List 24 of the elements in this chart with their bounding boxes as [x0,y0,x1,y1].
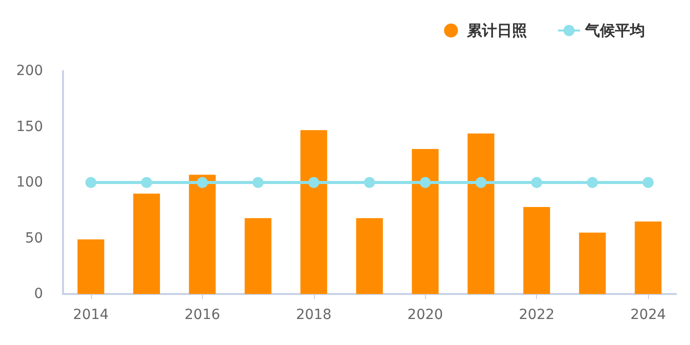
bar [133,194,160,294]
bar [523,207,550,294]
y-tick-label: 100 [16,174,43,190]
legend-label: 累计日照 [466,22,527,40]
y-tick-label: 200 [16,63,43,79]
x-tick-label: 2020 [407,307,444,323]
bar [77,239,104,294]
bar [188,174,216,294]
bar [412,149,439,294]
legend-label: 气候平均 [584,22,645,40]
bar [244,218,272,294]
bar [356,218,383,294]
x-tick-label: 2024 [630,307,666,323]
y-tick-label: 50 [25,230,43,246]
x-tick-label: 2016 [184,307,220,323]
x-tick-label: 2018 [296,307,332,323]
y-tick-label: 0 [34,286,43,302]
x-tick-label: 2022 [518,307,554,323]
bar [579,232,606,294]
x-tick-label: 2014 [73,307,109,323]
bar [634,222,662,294]
y-tick-label: 150 [16,118,43,135]
bar [468,133,494,294]
bar [300,130,328,294]
